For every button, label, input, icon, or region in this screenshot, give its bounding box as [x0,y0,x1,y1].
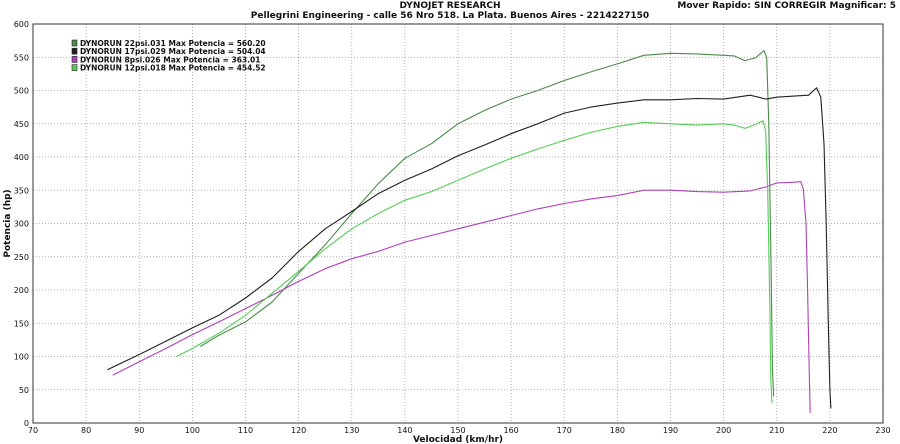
x-tick-label: 190 [663,426,678,435]
x-tick-label: 120 [291,426,306,435]
y-tick-label: 200 [14,286,29,295]
y-tick-label: 450 [14,120,29,129]
y-tick-label: 100 [14,353,29,362]
legend-entry: DYNORUN 8psi.026 Max Potencia = 363.01 [80,55,260,64]
chart-title: DYNOJET RESEARCH [399,1,501,11]
plot-frame [32,23,884,424]
legend-swatch [71,64,78,71]
y-tick-label: 150 [14,319,29,328]
x-tick-label: 200 [716,426,731,435]
y-tick-label: 250 [14,253,29,262]
chart-subtitle: Pellegrini Engineering - calle 56 Nro 51… [250,11,650,21]
legend-swatch [71,47,78,55]
legend: DYNORUN 22psi.031 Max Potencia = 560.20D… [71,39,266,73]
x-axis-label: Velocidad (km/hr) [413,435,503,444]
x-tick-label: 110 [238,426,253,435]
legend-swatch [71,39,78,47]
x-tick-label: 230 [875,426,890,435]
series-line-1 [200,50,775,397]
y-tick-label: 400 [14,153,29,162]
legend-entry: DYNORUN 12psi.018 Max Potencia = 454.52 [80,64,266,73]
series-line-3 [112,181,811,414]
x-tick-label: 70 [28,426,38,435]
x-tick-label: 180 [610,426,625,435]
y-tick-label: 350 [14,186,29,195]
legend-entry: DYNORUN 22psi.031 Max Potencia = 560.20 [80,39,266,48]
view-settings-text: Mover Rapido: SIN CORREGIR Magnificar: 5 [677,1,896,11]
grid-lines [33,24,883,423]
series-line-4 [176,120,773,404]
legend-swatch [71,56,78,63]
x-tick-label: 90 [134,426,144,435]
x-tick-labels: 70 80 90 100 110 120 130 140 150 160 170 180 190 200 2… [28,426,891,435]
y-axis-label: Potencia (hp) [3,189,13,257]
y-tick-label: 500 [14,87,29,96]
series-line-2 [107,87,832,409]
series-lines [107,50,832,414]
y-tick-label: 50 [19,386,29,395]
legend-entry: DYNORUN 17psi.029 Max Potencia = 504.04 [80,47,266,56]
x-tick-label: 170 [557,426,572,435]
y-tick-label: 600 [14,20,29,29]
y-tick-label: 550 [14,53,29,62]
x-tick-label: 140 [397,426,412,435]
x-tick-label: 160 [503,426,518,435]
x-tick-label: 150 [450,426,465,435]
x-tick-label: 220 [822,426,837,435]
x-tick-label: 80 [81,426,91,435]
x-tick-label: 130 [344,426,359,435]
x-tick-label: 210 [769,426,784,435]
x-tick-label: 100 [185,426,200,435]
y-tick-label: 300 [14,220,29,229]
y-tick-label: 0 [24,419,29,428]
y-tick-labels: 0 50 100 150 200 250 300 350 400 450 500 550 600 [14,20,29,428]
